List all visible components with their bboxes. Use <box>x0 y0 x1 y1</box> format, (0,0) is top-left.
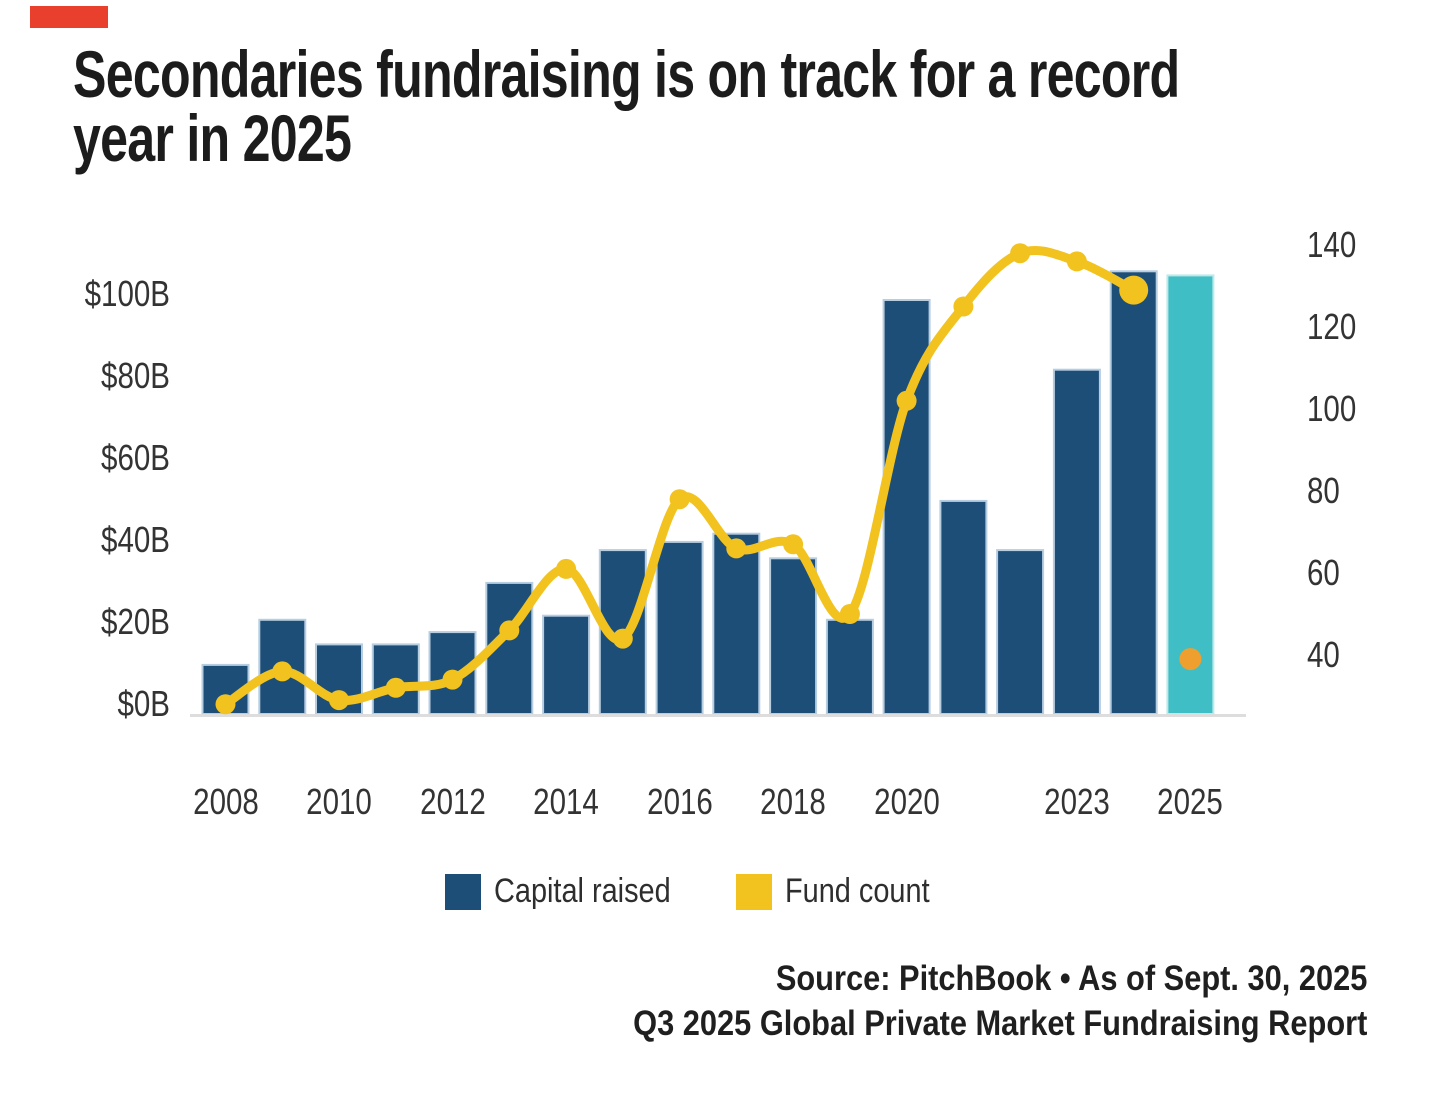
y-axis-left-tick-60: $60B <box>101 437 170 478</box>
fund-count-point-2017 <box>726 538 747 559</box>
x-axis-label-2010: 2010 <box>306 781 372 822</box>
fund-count-point-2021 <box>953 296 974 317</box>
y-axis-right-tick-40: 40 <box>1307 634 1340 675</box>
x-axis-label-2012: 2012 <box>419 781 486 822</box>
y-axis-right-tick-60: 60 <box>1307 552 1340 593</box>
bar-2025 <box>1166 274 1215 715</box>
x-axis-label-2014: 2014 <box>533 781 599 822</box>
fund-count-point-2015 <box>612 628 633 649</box>
fund-count-point-2024 <box>1119 275 1149 305</box>
chart-title-line-2: year in 2025 <box>73 101 352 175</box>
y-axis-left-tick-40: $40B <box>101 519 170 560</box>
y-axis-left-tick-20: $20B <box>101 601 170 642</box>
x-axis-label-2023: 2023 <box>1044 781 1110 822</box>
y-axis-right-tick-140: 140 <box>1307 224 1357 265</box>
fund-count-point-2019 <box>839 604 860 624</box>
legend-swatch-capital-raised <box>444 873 481 910</box>
fund-count-point-2009 <box>272 661 293 682</box>
y-axis-right-tick-80: 80 <box>1307 470 1340 511</box>
x-axis-line <box>190 714 1246 717</box>
fund-count-point-2014 <box>556 558 577 579</box>
source-attribution: Source: PitchBook • As of Sept. 30, 2025… <box>633 956 1367 1046</box>
fund-count-point-2022 <box>1010 243 1031 264</box>
chart-title: Secondaries fundraising is on track for … <box>73 37 1289 175</box>
source-line-2: Q3 2025 Global Private Market Fundraisin… <box>632 1004 1367 1043</box>
legend-label-capital-raised: Capital raised <box>493 872 671 910</box>
y-axis-left-tick-80: $80B <box>101 355 170 396</box>
fund-count-point-2010 <box>329 690 349 711</box>
bar-2017 <box>712 532 761 716</box>
legend-label-fund-count: Fund count <box>784 872 930 910</box>
x-axis-label-2008: 2008 <box>192 781 259 822</box>
legend-swatch-fund-count <box>735 873 772 910</box>
fund-count-point-2013 <box>499 620 520 641</box>
y-axis-left-tick-0: $0B <box>117 683 170 724</box>
legend-item-fund-count: Fund count <box>735 872 955 911</box>
chart-title-line-1: Secondaries fundraising is on track for … <box>73 37 1180 111</box>
x-axis-label-2016: 2016 <box>646 781 713 822</box>
fund-count-point-2011 <box>385 677 406 698</box>
bar-2024 <box>1109 270 1158 715</box>
fund-count-point-2016 <box>669 489 690 510</box>
legend-item-capital-raised: Capital raised <box>444 872 702 911</box>
y-axis-right-tick-120: 120 <box>1307 306 1357 347</box>
brand-accent-bar <box>30 6 108 28</box>
fund-count-point-2008 <box>215 694 236 715</box>
fund-count-point-2023 <box>1066 251 1087 272</box>
legend: Capital raised Fund count <box>0 872 1400 911</box>
source-line-1: Source: PitchBook • As of Sept. 30, 2025 <box>775 959 1367 998</box>
fund-count-point-2025 <box>1179 648 1202 671</box>
fund-count-point-2012 <box>442 669 463 690</box>
x-axis-label-2025: 2025 <box>1157 781 1224 822</box>
bar-2018 <box>769 557 818 715</box>
fund-count-point-2020 <box>896 390 917 411</box>
x-axis-label-2020: 2020 <box>873 781 940 822</box>
x-axis-label-2018: 2018 <box>760 781 826 822</box>
y-axis-right-tick-100: 100 <box>1307 388 1357 429</box>
fund-count-point-2018 <box>783 534 804 555</box>
y-axis-left-tick-100: $100B <box>84 273 170 314</box>
